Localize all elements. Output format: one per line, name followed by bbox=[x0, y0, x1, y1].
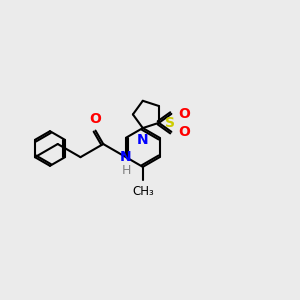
Text: O: O bbox=[178, 125, 190, 139]
Text: O: O bbox=[178, 107, 190, 121]
Text: H: H bbox=[121, 164, 131, 177]
Text: O: O bbox=[89, 112, 101, 126]
Text: N: N bbox=[120, 150, 132, 164]
Text: S: S bbox=[165, 116, 176, 130]
Text: N: N bbox=[136, 134, 148, 147]
Text: CH₃: CH₃ bbox=[132, 185, 154, 198]
